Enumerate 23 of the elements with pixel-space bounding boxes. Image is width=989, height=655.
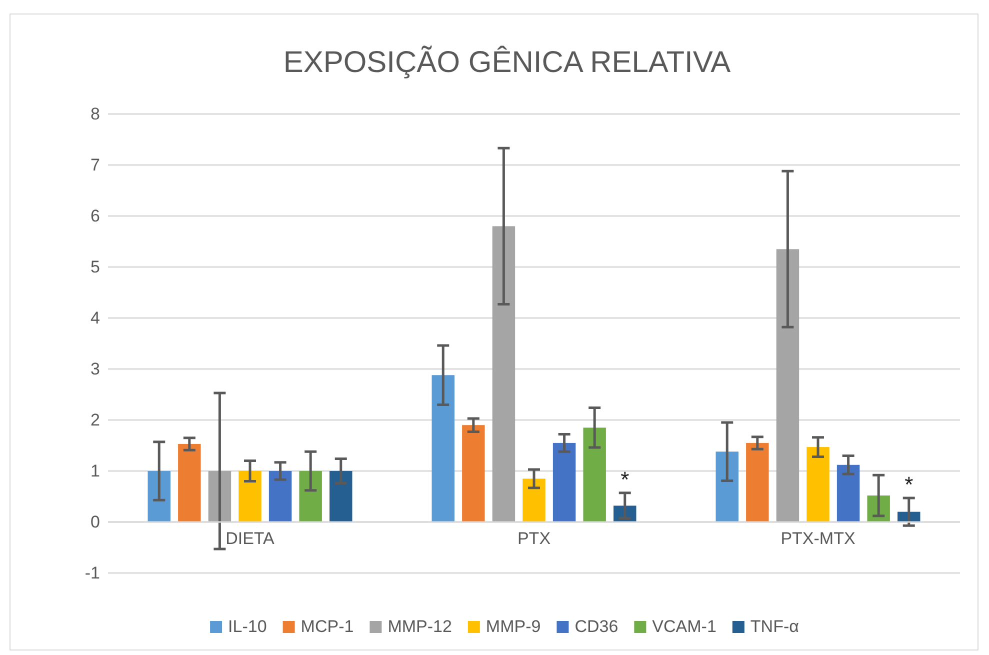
y-tick-label: 2 (90, 410, 100, 430)
legend-label: TNF-α (750, 617, 800, 636)
y-tick-label: 4 (90, 308, 100, 328)
x-tick-label: PTX-MTX (780, 529, 856, 548)
legend-label: IL-10 (228, 617, 267, 636)
y-tick-label: 3 (90, 359, 100, 378)
y-tick-label: 5 (90, 257, 100, 276)
legend-label: MMP-9 (486, 617, 541, 636)
annotation: * (904, 472, 914, 498)
chart-title: EXPOSIÇÃO GÊNICA RELATIVA (283, 45, 731, 79)
annotation: * (620, 466, 630, 492)
x-tick-label: PTX (517, 529, 551, 548)
y-tick-label: -1 (84, 563, 100, 582)
y-tick-label: 7 (90, 155, 100, 174)
y-tick-label: 8 (90, 104, 100, 124)
legend-label: CD36 (574, 617, 618, 636)
legend-label: MMP-12 (388, 617, 452, 636)
legend-label: MCP-1 (300, 617, 354, 636)
y-tick-label: 1 (90, 461, 100, 480)
x-tick-label: DIETA (226, 529, 276, 548)
y-tick-label: 0 (90, 512, 100, 532)
legend-label: VCAM-1 (652, 617, 716, 636)
y-tick-label: 6 (90, 206, 100, 226)
